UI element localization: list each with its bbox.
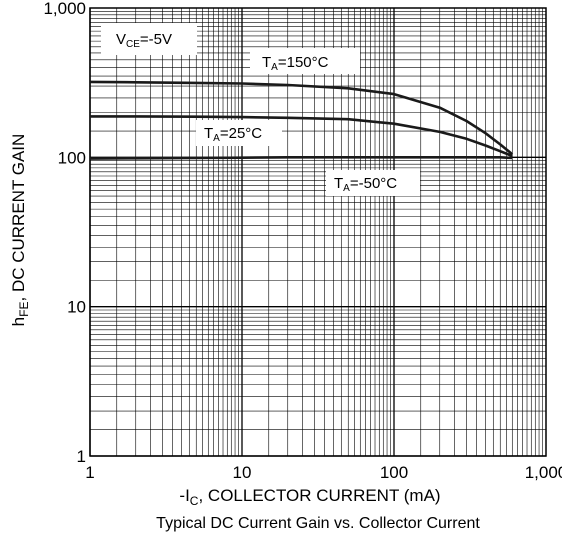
y-tick-label: 10 — [67, 298, 86, 317]
series-label-m50: TA=-50°C — [334, 175, 397, 194]
grid — [89, 8, 546, 457]
series-line-0 — [89, 80, 514, 156]
y-tick-label: 100 — [58, 148, 86, 167]
series-line-2 — [89, 156, 513, 160]
series-line-1 — [90, 115, 513, 158]
y-axis-title: hFE, DC CURRENT GAIN — [9, 134, 31, 327]
series-label-bg-m50 — [326, 170, 420, 196]
condition-box — [101, 23, 197, 55]
x-tick-label: 10 — [233, 463, 252, 482]
x-tick-label: 1,000 — [525, 463, 562, 482]
series-label-150: TA=150°C — [262, 54, 329, 73]
x-tick-labels: 1 10 100 1,000 — [85, 463, 562, 482]
plot-frame — [89, 7, 547, 457]
y-tick-labels: 1 10 100 1,000 — [43, 0, 86, 466]
chart-caption: Typical DC Current Gain vs. Collector Cu… — [156, 515, 480, 532]
series-label-bg-25 — [196, 120, 282, 146]
y-tick-label: 1,000 — [43, 0, 86, 18]
condition-label: VCE=-5V — [116, 31, 172, 50]
x-tick-label: 1 — [85, 463, 94, 482]
x-axis-title: -IC, COLLECTOR CURRENT (mA) — [179, 486, 440, 508]
series-label-25: TA=25°C — [204, 125, 262, 144]
series-label-bg-150 — [250, 48, 360, 74]
y-tick-label: 1 — [77, 447, 86, 466]
x-tick-label: 100 — [380, 463, 408, 482]
series-group — [89, 80, 514, 160]
